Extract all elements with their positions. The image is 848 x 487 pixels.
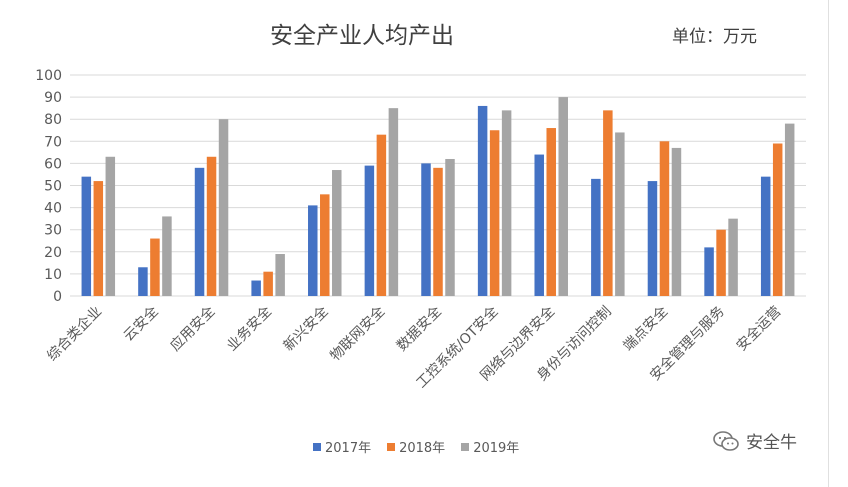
legend-item-2019: 2019年 [461,437,519,456]
bar [445,158,455,296]
unit-label: 单位：万元 [672,27,757,47]
legend-label-2019: 2019年 [473,441,520,456]
bar [320,194,330,296]
bar [591,178,601,296]
watermark-text: 安全牛 [746,433,797,453]
bar [716,229,726,296]
bar [105,156,116,296]
y-tick-label: 50 [44,179,62,195]
y-tick-label: 0 [53,289,62,305]
legend-swatch-2019 [461,442,470,451]
y-tick-label: 20 [44,245,62,261]
chart-title: 安全产业人均产出 [270,23,454,49]
bar [728,218,738,296]
x-tick-label: 数据安全 [393,303,445,355]
bar [659,141,670,296]
legend-swatch-2017 [313,442,321,451]
bar [433,167,443,296]
legend-label-2018: 2018年 [399,441,446,456]
x-tick-label: 应用安全 [167,303,219,355]
y-tick-label: 100 [35,68,62,84]
x-tick-label: 综合类企业 [44,303,106,365]
x-tick-label: 物联网安全 [327,303,389,365]
bar [534,154,544,296]
x-tick-label: 安全运营 [733,303,785,355]
bar [501,110,512,296]
x-tick-label: 新兴安全 [280,303,332,355]
bar [81,176,92,296]
bar [704,247,714,296]
bar [218,119,229,296]
wechat-icon [713,430,739,451]
y-tick-label: 70 [44,134,62,150]
bar [93,181,104,296]
legend: 2017年 2018年 2019年 [313,437,519,456]
x-tick-label: 业务安全 [223,303,275,355]
bar [546,128,556,296]
y-tick-label: 30 [44,223,62,239]
divider [828,0,829,487]
legend-item-2017: 2017年 [313,437,371,456]
bar [671,147,682,296]
bar [206,156,217,296]
legend-swatch-2018 [387,442,396,451]
bar [489,130,500,296]
x-tick-label: 云安全 [120,303,162,345]
y-tick-label: 80 [44,112,62,128]
bar [275,254,285,296]
bar [772,143,783,296]
bar [150,238,160,296]
bar [364,165,375,296]
y-tick-label: 60 [44,156,62,172]
legend-label-2017: 2017年 [325,441,372,456]
bar [263,271,273,296]
bar [647,181,658,296]
bar [603,110,613,296]
x-tick-label: 端点安全 [620,303,672,355]
bar [615,132,625,296]
watermark: 安全牛 [712,428,797,453]
bar [138,267,148,296]
bar [558,97,568,296]
bar [332,170,342,296]
bar [477,105,488,296]
bar [421,163,431,296]
bar [388,108,399,297]
bar [784,123,795,297]
y-tick-label: 10 [44,267,62,283]
bar [308,205,318,296]
legend-item-2018: 2018年 [387,437,445,456]
bar [376,134,387,296]
bar [251,280,261,296]
y-tick-label: 90 [44,90,62,106]
bar [760,176,771,296]
bar [194,167,205,296]
bar [162,216,172,296]
y-tick-label: 40 [44,201,62,217]
